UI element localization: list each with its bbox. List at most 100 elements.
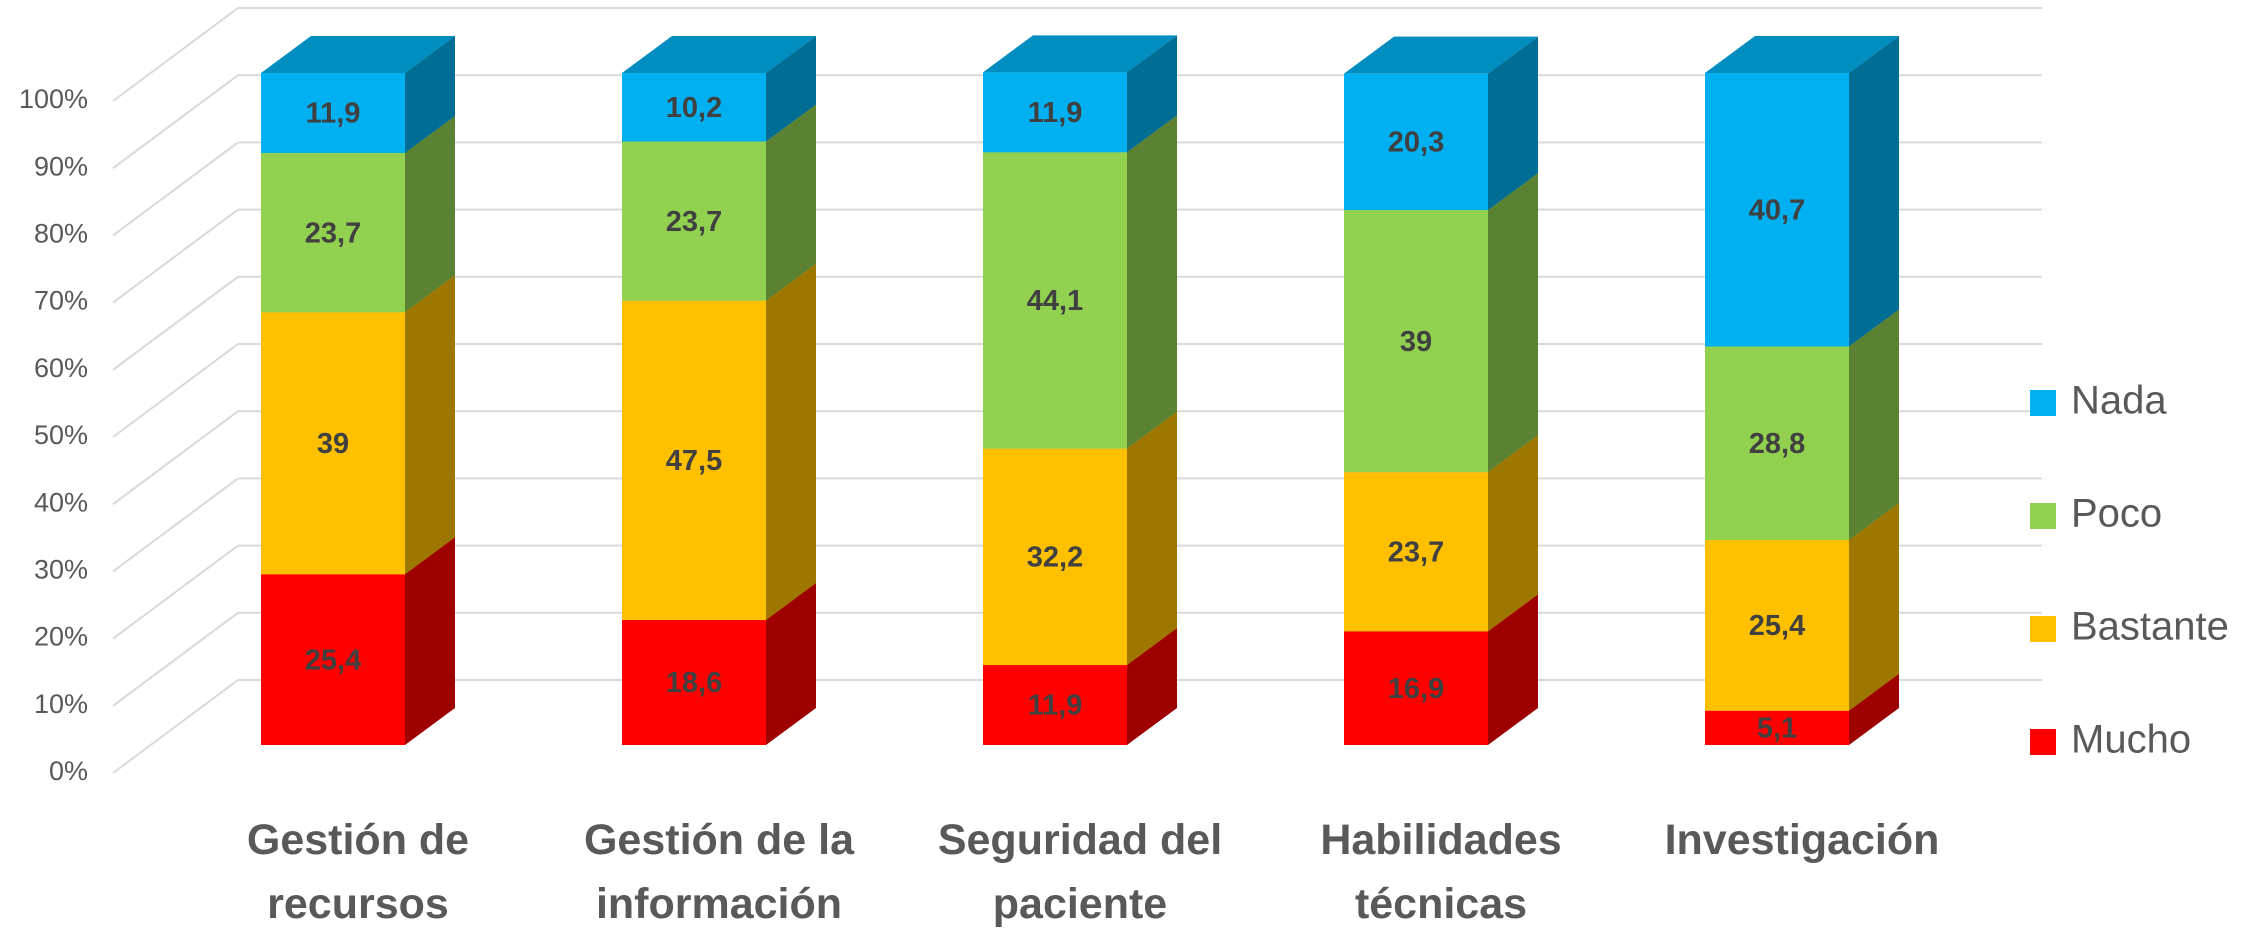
value-label: 28,8	[1749, 428, 1805, 460]
bar-top	[261, 36, 455, 73]
bar-segment	[622, 300, 766, 621]
y-tick-label: 90%	[34, 151, 88, 181]
bar-side	[766, 104, 816, 301]
bar-side	[1849, 503, 1899, 711]
bar-side	[766, 263, 816, 621]
value-label: 16,9	[1388, 673, 1444, 705]
bar-side	[766, 583, 816, 745]
bar-side	[1127, 115, 1177, 449]
legend-label: Mucho	[2071, 718, 2191, 762]
bar-segment	[1344, 631, 1488, 745]
value-label: 5,1	[1757, 713, 1797, 745]
grid-line	[112, 611, 239, 707]
bar-segment	[983, 72, 1127, 153]
legend-swatch	[2030, 729, 2056, 755]
bar-segment	[261, 312, 405, 575]
bar-segment	[983, 152, 1127, 449]
value-label: 23,7	[1388, 536, 1444, 568]
bar-side	[1849, 673, 1899, 745]
legend-label: Poco	[2071, 492, 2162, 536]
bar-side	[405, 537, 455, 745]
bar-segment	[1705, 346, 1849, 541]
y-tick-label: 10%	[34, 689, 88, 719]
value-label: 39	[317, 428, 349, 460]
grid-line	[112, 544, 239, 640]
bar-segment	[622, 620, 766, 745]
x-tick-label: Investigación	[1664, 816, 1940, 864]
bar-top	[983, 35, 1177, 73]
y-tick-label: 0%	[49, 756, 88, 786]
grid-line	[112, 141, 239, 237]
value-label: 40,7	[1749, 194, 1805, 226]
legend-label: Bastante	[2071, 605, 2229, 649]
legend-swatch	[2030, 390, 2056, 416]
y-tick-label: 70%	[34, 286, 88, 316]
grid-line	[112, 679, 239, 774]
bar-side	[405, 36, 455, 153]
bar-side	[766, 36, 816, 142]
bar-side	[1127, 628, 1177, 745]
value-label: 25,4	[305, 644, 361, 676]
legend-swatch	[2030, 503, 2056, 529]
x-tick-label: Gestión de la información	[583, 816, 854, 928]
bar-segment	[1344, 73, 1488, 211]
value-label: 11,9	[1028, 690, 1083, 722]
bar-side	[1849, 36, 1899, 347]
bar-side	[1488, 173, 1538, 473]
bar-segment	[261, 73, 405, 153]
bar-top	[622, 36, 816, 73]
value-label: 11,9	[306, 98, 361, 130]
bar-segment	[1344, 472, 1488, 632]
y-tick-label: 80%	[34, 219, 88, 249]
bar-segment	[1705, 540, 1849, 711]
grid-line	[112, 343, 239, 438]
value-label: 11,9	[1028, 97, 1083, 129]
value-label: 25,4	[1749, 610, 1805, 642]
value-label: 18,6	[666, 667, 722, 699]
grid-line	[112, 477, 239, 573]
value-label: 39	[1400, 326, 1432, 358]
bar-side	[1127, 35, 1177, 153]
x-tick-label: Gestión de recursos	[246, 816, 470, 928]
bar-side	[1488, 36, 1538, 211]
value-label: 23,7	[666, 206, 722, 238]
bar-side	[405, 115, 455, 313]
value-label: 32,2	[1027, 541, 1083, 573]
x-tick-label: Habilidades técnicas	[1320, 816, 1562, 928]
value-label: 47,5	[666, 445, 722, 477]
bar-top	[1705, 36, 1899, 73]
grid-line	[112, 410, 239, 506]
grid-line	[112, 7, 239, 102]
grid-line	[112, 275, 239, 371]
bar-segment	[983, 665, 1127, 745]
grid-line	[112, 74, 239, 170]
value-label: 44,1	[1027, 285, 1083, 317]
value-label: 23,7	[305, 217, 361, 249]
value-label: 20,3	[1388, 127, 1444, 159]
bar-segment	[622, 73, 766, 142]
bar-segment	[983, 448, 1127, 666]
y-tick-label: 20%	[34, 622, 88, 652]
bar-segment	[1344, 210, 1488, 473]
bar-segment	[261, 152, 405, 313]
bar-segment	[622, 141, 766, 301]
bar-side	[1127, 411, 1177, 666]
y-tick-label: 50%	[34, 420, 88, 450]
x-tick-label: Seguridad del paciente	[937, 816, 1223, 928]
value-label: 10,2	[666, 92, 722, 124]
y-tick-label: 30%	[34, 555, 88, 585]
bar-side	[1849, 309, 1899, 541]
grid-line	[112, 208, 239, 304]
y-tick-label: 40%	[34, 487, 88, 517]
bar-top	[1344, 36, 1538, 74]
bar-side	[1488, 435, 1538, 632]
bar-segment	[261, 574, 405, 745]
legend-label: Nada	[2071, 379, 2167, 423]
bar-segment	[1705, 73, 1849, 347]
legend-swatch	[2030, 616, 2056, 642]
bar-side	[1488, 594, 1538, 745]
y-tick-label: 100%	[19, 84, 88, 114]
y-tick-label: 60%	[34, 353, 88, 383]
